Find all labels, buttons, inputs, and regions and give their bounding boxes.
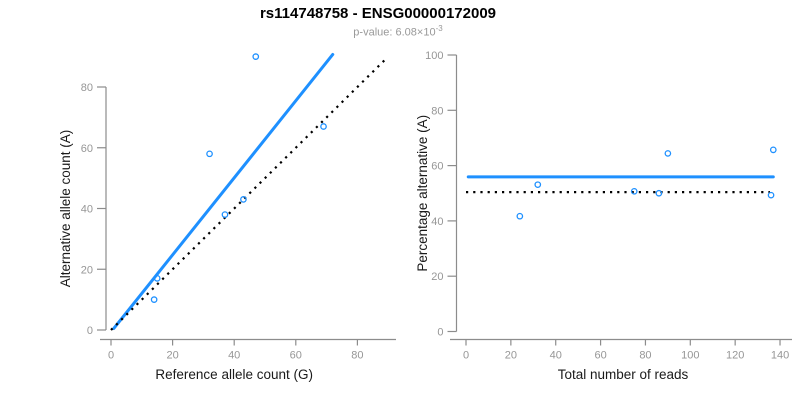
data-point	[206, 150, 213, 158]
chart-subtitle: p-value: 6.08×10-3	[0, 24, 796, 39]
y-axis-tick-label: 80	[81, 82, 93, 94]
x-axis-tick-label: 0	[108, 350, 114, 362]
identity-line	[110, 57, 388, 331]
y-axis-tick-label: 20	[431, 271, 443, 283]
x-axis-tick-label: 20	[166, 350, 178, 362]
x-axis-tick-label: 120	[726, 350, 744, 362]
data-point	[252, 53, 260, 60]
x-axis-tick-label: 40	[550, 350, 562, 362]
y-axis-tick-label: 0	[87, 325, 93, 337]
x-axis-tick-label: 80	[639, 350, 651, 362]
fitted-ratio-line	[112, 52, 335, 330]
x-axis-tick-label: 0	[463, 350, 469, 362]
y-axis-title: Alternative allele count (A)	[58, 130, 73, 288]
x-axis-tick-label: 60	[290, 350, 302, 362]
y-axis-tick-label: 60	[81, 143, 93, 155]
x-axis-title: Total number of reads	[558, 367, 689, 382]
x-axis-tick-label: 20	[505, 350, 517, 362]
x-axis-tick-label: 60	[594, 350, 606, 362]
y-axis-tick-label: 40	[81, 204, 93, 216]
y-axis-tick-label: 100	[425, 50, 443, 62]
pvalue-exponent: -3	[435, 24, 443, 33]
data-point	[320, 123, 327, 130]
pvalue-text: p-value: 6.08×10	[353, 26, 436, 39]
chart-title: rs114748758 - ENSG00000172009	[259, 5, 497, 22]
x-axis-tick-label: 80	[351, 350, 363, 362]
plot-panel-2: 0 20 40 60 80 100 0 20 40 60 80 100 120 140 Total numb…	[415, 50, 792, 382]
data-point	[664, 150, 672, 157]
y-axis-tick-label: 20	[81, 264, 93, 276]
x-axis-tick-label: 100	[681, 350, 699, 362]
y-axis-tick-label: 60	[431, 161, 443, 173]
y-axis-tick-label: 0	[437, 327, 443, 339]
y-axis-tick-label: 80	[431, 105, 443, 117]
x-axis-tick-label: 40	[228, 350, 240, 362]
y-axis-title: Percentage alternative (A)	[415, 115, 430, 272]
data-point	[655, 189, 663, 197]
data-point	[767, 191, 775, 199]
plot-panel-1: 0 20 40 60 80 0 20 40 60 80 Reference allele count…	[58, 52, 396, 382]
x-axis-tick-label: 140	[771, 350, 789, 362]
x-axis-title: Reference allele count (G)	[155, 367, 313, 382]
data-point	[240, 196, 247, 203]
data-point	[630, 187, 638, 195]
data-point	[516, 212, 524, 220]
data-point	[221, 211, 229, 218]
data-point	[153, 275, 161, 282]
y-axis-tick-label: 40	[431, 216, 443, 228]
data-point	[769, 146, 777, 154]
data-point	[534, 181, 542, 189]
data-point	[150, 296, 158, 303]
